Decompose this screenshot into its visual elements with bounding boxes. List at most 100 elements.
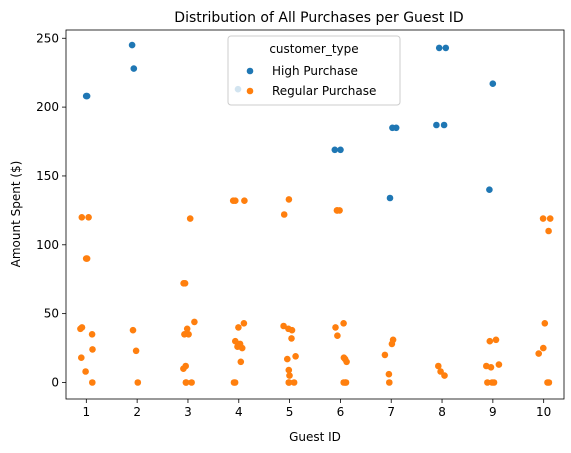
point-regular-guest-6 [340, 320, 347, 327]
point-regular-guest-4 [241, 197, 248, 204]
point-high-guest-8 [433, 121, 440, 129]
point-regular-guest-9 [495, 361, 503, 368]
point-high-guest-9 [486, 186, 493, 193]
x-tick-label-2: 2 [133, 405, 141, 419]
point-regular-guest-3 [180, 365, 187, 373]
y-tick-label-200: 200 [36, 100, 59, 114]
x-tick-label-5: 5 [286, 405, 294, 419]
point-high-guest-7 [386, 194, 394, 202]
point-high-guest-9 [489, 80, 497, 87]
x-tick-label-8: 8 [438, 405, 446, 419]
point-regular-guest-1 [82, 255, 90, 262]
point-regular-guest-6 [334, 332, 341, 340]
point-regular-guest-3 [191, 318, 198, 326]
point-regular-guest-2 [132, 347, 140, 355]
point-regular-guest-8 [435, 362, 442, 370]
point-regular-guest-3 [180, 280, 187, 287]
point-regular-guest-7 [386, 379, 393, 386]
point-regular-guest-3 [182, 379, 190, 386]
point-high-guest-7 [389, 124, 396, 132]
point-regular-guest-1 [88, 331, 96, 338]
point-regular-guest-4 [238, 344, 246, 352]
point-regular-guest-9 [486, 337, 494, 345]
point-high-guest-8 [442, 44, 450, 52]
point-regular-guest-7 [388, 340, 396, 348]
point-regular-guest-10 [535, 350, 542, 357]
point-regular-guest-9 [484, 379, 491, 386]
point-regular-guest-2 [134, 379, 142, 386]
point-regular-guest-5 [285, 196, 293, 203]
point-regular-guest-1 [85, 214, 92, 221]
point-regular-guest-2 [129, 326, 137, 334]
point-regular-guest-6 [332, 324, 339, 331]
point-regular-guest-3 [185, 331, 192, 338]
y-axis-label: Amount Spent ($) [9, 161, 23, 268]
point-regular-guest-8 [441, 372, 448, 379]
x-tick-label-7: 7 [387, 405, 395, 419]
point-regular-guest-6 [343, 358, 350, 366]
point-regular-guest-4 [240, 320, 248, 327]
point-regular-guest-10 [545, 379, 553, 386]
point-regular-guest-5 [284, 355, 291, 363]
legend-box [227, 35, 401, 106]
point-regular-guest-7 [385, 370, 393, 378]
point-regular-guest-4 [237, 358, 245, 366]
point-regular-guest-10 [540, 344, 547, 352]
x-tick-label-1: 1 [83, 405, 91, 419]
plot-frame [65, 29, 565, 400]
point-high-guest-2 [128, 41, 136, 49]
point-regular-guest-10 [541, 320, 549, 327]
point-high-guest-2 [130, 65, 138, 72]
y-tick-label-150: 150 [36, 169, 59, 183]
point-regular-guest-9 [492, 336, 500, 344]
point-regular-guest-8 [437, 368, 444, 375]
point-regular-guest-1 [89, 379, 96, 386]
point-regular-guest-4 [231, 379, 239, 386]
plot-area [77, 41, 554, 386]
point-regular-guest-5 [285, 379, 293, 386]
point-regular-guest-10 [546, 215, 554, 222]
point-regular-guest-3 [186, 215, 194, 222]
point-high-guest-1 [83, 92, 91, 100]
y-tick-label-250: 250 [36, 31, 59, 45]
x-tick-label-10: 10 [536, 405, 551, 419]
y-tick-label-0: 0 [51, 375, 59, 389]
x-tick-label-3: 3 [184, 405, 192, 419]
legend: customer_type High Purchase Regular Purc… [227, 35, 401, 106]
point-regular-guest-6 [333, 207, 341, 214]
x-tick-label-4: 4 [235, 405, 243, 419]
point-high-guest-8 [440, 121, 448, 129]
point-regular-guest-1 [77, 325, 84, 333]
point-regular-guest-5 [290, 379, 298, 386]
point-regular-guest-5 [280, 211, 288, 218]
legend-label-regular-purchase: Regular Purchase [272, 84, 376, 98]
point-regular-guest-9 [487, 364, 495, 371]
point-regular-guest-5 [292, 353, 299, 360]
legend-label-high-purchase: High Purchase [272, 64, 358, 78]
point-regular-guest-4 [232, 197, 239, 204]
point-regular-guest-6 [340, 379, 348, 386]
point-regular-guest-5 [288, 326, 296, 334]
chart-title: Distribution of All Purchases per Guest … [174, 10, 463, 26]
point-regular-guest-5 [286, 372, 293, 379]
point-regular-guest-5 [280, 322, 287, 330]
point-regular-guest-9 [488, 379, 496, 386]
point-high-guest-8 [435, 44, 443, 52]
x-tick-label-6: 6 [337, 405, 345, 419]
point-regular-guest-4 [232, 337, 239, 345]
legend-marker-regular-purchase [246, 87, 254, 95]
point-regular-guest-5 [285, 366, 293, 374]
point-regular-guest-7 [381, 351, 389, 359]
point-regular-guest-1 [89, 346, 96, 353]
point-regular-guest-1 [82, 368, 89, 375]
x-axis-label: Guest ID [289, 430, 341, 444]
legend-marker-high-purchase [246, 67, 254, 75]
x-tick-label-9: 9 [489, 405, 497, 419]
point-regular-guest-5 [288, 335, 295, 342]
point-regular-guest-3 [183, 325, 191, 333]
point-high-guest-6 [331, 146, 339, 154]
point-regular-guest-10 [545, 227, 552, 235]
point-regular-guest-1 [78, 214, 86, 221]
legend-title: customer_type [269, 42, 358, 56]
